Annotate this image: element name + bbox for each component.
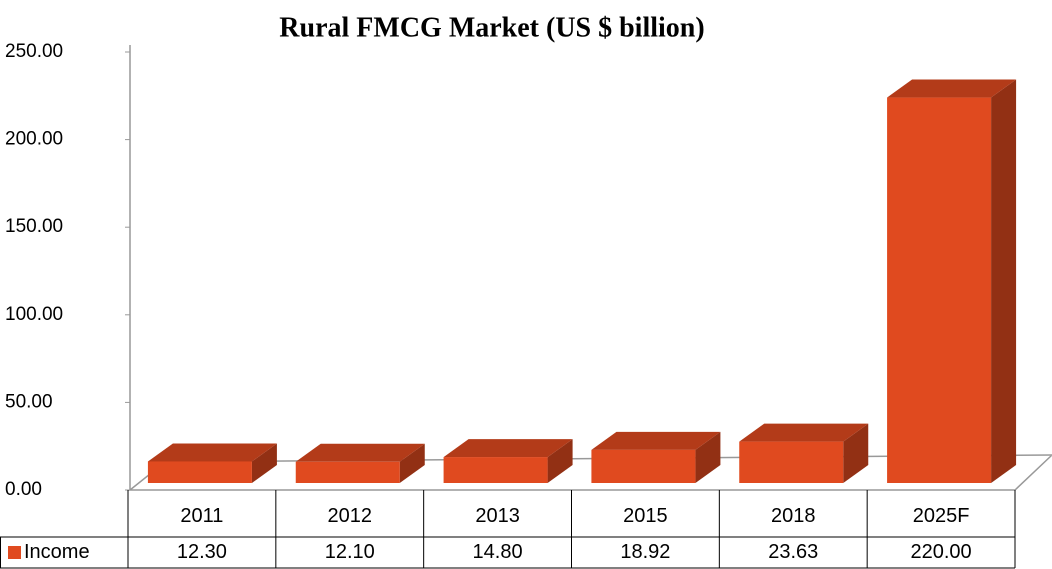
y-tick-label: 50.00 <box>5 391 53 412</box>
y-tick-label: 0.00 <box>5 479 42 500</box>
bar-top <box>443 439 573 458</box>
table-value: 220.00 <box>910 541 971 563</box>
bar-top <box>887 79 1017 98</box>
table-value: 18.92 <box>620 541 670 563</box>
legend-label: Income <box>24 541 90 563</box>
chart-title: Rural FMCG Market (US $ billion) <box>279 12 704 43</box>
bar <box>147 461 252 483</box>
x-tick-label: 2018 <box>771 505 816 527</box>
y-tick-label: 100.00 <box>5 304 63 325</box>
table-value: 23.63 <box>768 541 818 563</box>
bar <box>739 441 844 483</box>
x-tick-label: 2025F <box>913 505 970 527</box>
bar <box>887 97 992 483</box>
x-tick-label: 2013 <box>475 505 520 527</box>
bar-side <box>695 431 721 483</box>
table-value: 12.30 <box>177 541 227 563</box>
bar-side <box>547 439 573 483</box>
table-value: 14.80 <box>473 541 523 563</box>
x-tick-label: 2011 <box>180 505 223 527</box>
bar-top <box>147 443 277 462</box>
bar <box>443 457 548 483</box>
y-tick-label: 250.00 <box>5 41 63 62</box>
bar-side <box>399 443 425 483</box>
bar-side <box>843 423 869 483</box>
bar <box>591 449 696 483</box>
x-tick-label: 2012 <box>328 505 373 527</box>
bar-top <box>295 443 425 462</box>
bar-side <box>251 443 277 483</box>
bar-top <box>739 423 869 442</box>
table-value: 12.10 <box>325 541 375 563</box>
x-tick-label: 2015 <box>623 505 668 527</box>
bar-top <box>591 431 721 450</box>
bar <box>295 461 400 483</box>
y-tick-label: 150.00 <box>5 216 63 237</box>
bar-side <box>991 79 1017 483</box>
y-tick-label: 200.00 <box>5 129 63 150</box>
legend-swatch <box>8 546 21 559</box>
